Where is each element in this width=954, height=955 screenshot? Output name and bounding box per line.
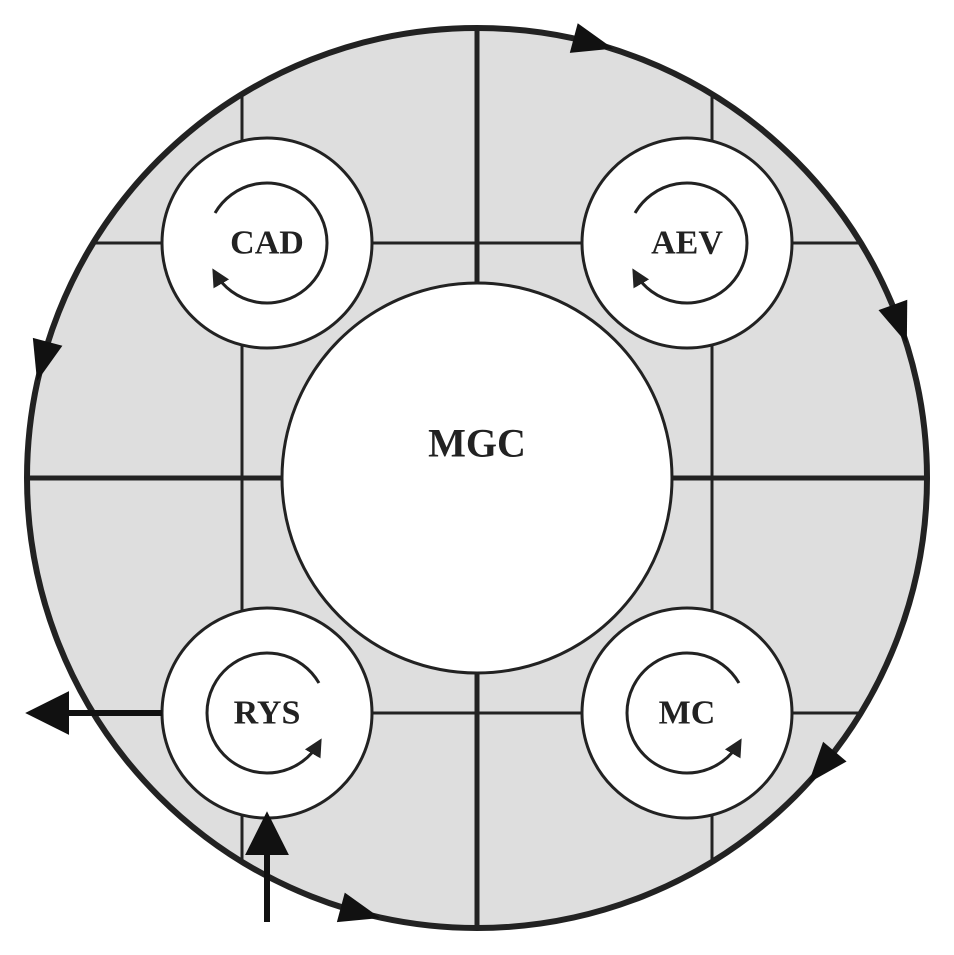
node-mc-label: MC — [659, 695, 716, 732]
node-aev-label: AEV — [651, 225, 723, 262]
node-mgc — [282, 283, 672, 673]
node-mgc-label: MGC — [428, 420, 526, 465]
node-rys-label: RYS — [234, 695, 301, 732]
node-cad-label: CAD — [230, 225, 304, 262]
perimeter-arrow — [570, 23, 613, 53]
